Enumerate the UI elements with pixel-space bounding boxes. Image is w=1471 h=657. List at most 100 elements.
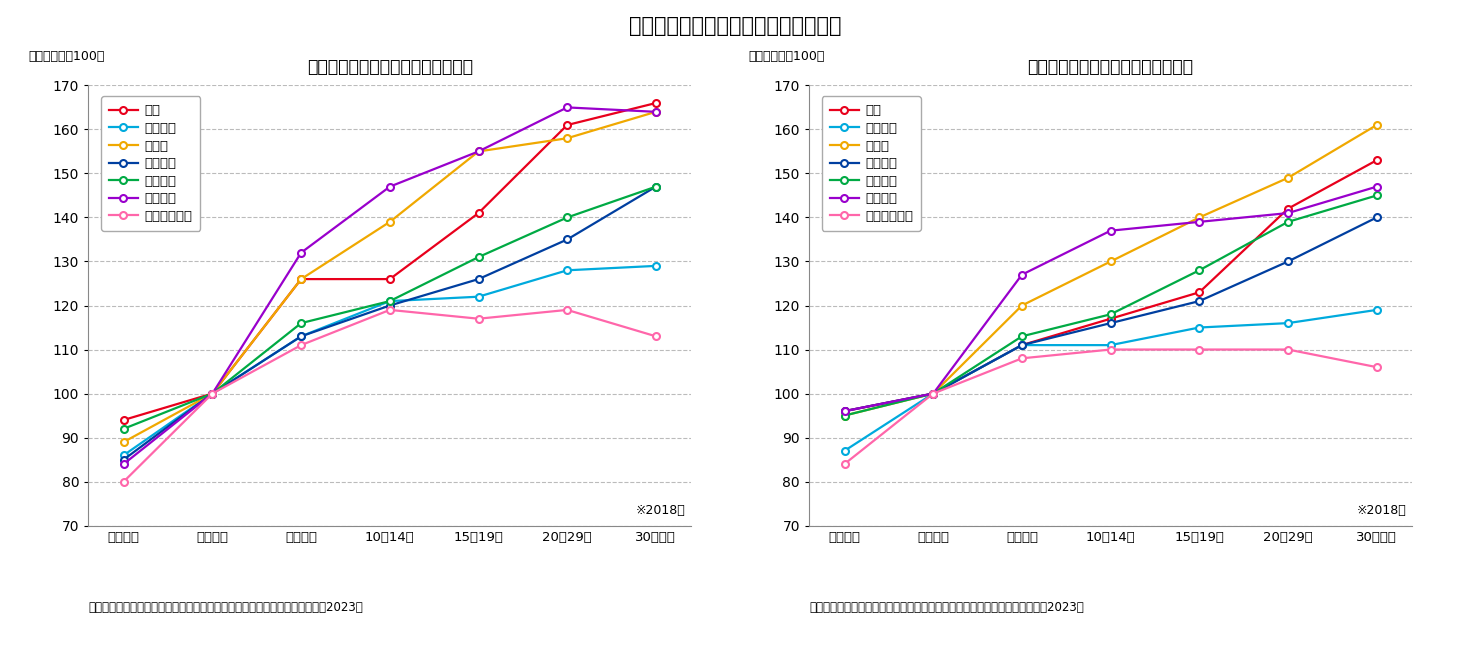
フランス (381, 302, 399, 309)
日本 (1014, 341, 1031, 349)
フランス (469, 275, 487, 283)
Line: ドイツ: ドイツ (841, 122, 1380, 419)
オランダ (559, 103, 577, 111)
ドイツ (1280, 174, 1297, 182)
スウェーデン (1368, 363, 1386, 371)
日本 (381, 275, 399, 283)
イギリス (293, 332, 310, 340)
ドイツ (836, 411, 853, 420)
イタリア (115, 425, 132, 433)
Line: オランダ: オランダ (841, 183, 1380, 415)
Line: スウェーデン: スウェーデン (841, 346, 1380, 467)
オランダ (115, 460, 132, 468)
イタリア (293, 319, 310, 327)
日本 (115, 416, 132, 424)
オランダ (293, 249, 310, 257)
日本 (293, 275, 310, 283)
Legend: 日本, イギリス, ドイツ, フランス, イタリア, オランダ, スウェーデン: 日本, イギリス, ドイツ, フランス, イタリア, オランダ, スウェーデン (822, 97, 921, 231)
イタリア (1280, 218, 1297, 226)
イギリス (924, 390, 941, 397)
ドイツ (469, 148, 487, 156)
イギリス (1280, 319, 1297, 327)
ドイツ (115, 438, 132, 446)
Title: 各国の勤続年数別賃金格差【女性】: 各国の勤続年数別賃金格差【女性】 (1028, 58, 1193, 76)
Line: イタリア: イタリア (841, 192, 1380, 419)
イギリス (469, 293, 487, 301)
フランス (203, 390, 221, 397)
Text: （資料）独立行政法人労働政策研究・研修機構「データブック国際労働比較2023」: （資料）独立行政法人労働政策研究・研修機構「データブック国際労働比較2023」 (88, 601, 363, 614)
オランダ (1190, 218, 1208, 226)
日本 (836, 407, 853, 415)
イギリス (647, 262, 665, 270)
ドイツ (1014, 302, 1031, 309)
Line: フランス: フランス (121, 183, 659, 463)
オランダ (1014, 271, 1031, 279)
日本 (469, 209, 487, 217)
Line: イタリア: イタリア (121, 183, 659, 432)
Line: ドイツ: ドイツ (121, 108, 659, 445)
ドイツ (1368, 121, 1386, 129)
Line: 日本: 日本 (121, 100, 659, 423)
ドイツ (203, 390, 221, 397)
イギリス (1102, 341, 1119, 349)
フランス (115, 456, 132, 464)
日本 (1280, 205, 1297, 213)
オランダ (836, 407, 853, 415)
オランダ (381, 183, 399, 191)
イギリス (1368, 306, 1386, 314)
イタリア (1190, 266, 1208, 274)
イタリア (1368, 192, 1386, 200)
フランス (1280, 258, 1297, 265)
ドイツ (924, 390, 941, 397)
オランダ (203, 390, 221, 397)
イギリス (115, 451, 132, 459)
イタリア (1102, 310, 1119, 318)
フランス (836, 407, 853, 415)
ドイツ (1102, 258, 1119, 265)
Line: 日本: 日本 (841, 157, 1380, 415)
スウェーデン (1280, 346, 1297, 353)
イタリア (924, 390, 941, 397)
フランス (1190, 297, 1208, 305)
Line: オランダ: オランダ (121, 104, 659, 467)
日本 (1102, 315, 1119, 323)
日本 (924, 390, 941, 397)
ドイツ (381, 218, 399, 226)
Text: （１～５年＝100）: （１～５年＝100） (28, 51, 104, 64)
スウェーデン (1014, 354, 1031, 362)
スウェーデン (836, 460, 853, 468)
スウェーデン (924, 390, 941, 397)
Text: （図表３）各国の勤続年数別賃金格差: （図表３）各国の勤続年数別賃金格差 (630, 16, 841, 36)
ドイツ (559, 134, 577, 142)
イギリス (1190, 324, 1208, 332)
スウェーデン (1102, 346, 1119, 353)
スウェーデン (115, 478, 132, 486)
Text: ※2018年: ※2018年 (1356, 504, 1406, 517)
オランダ (1102, 227, 1119, 235)
イタリア (469, 253, 487, 261)
日本 (203, 390, 221, 397)
スウェーデン (647, 332, 665, 340)
Text: ※2018年: ※2018年 (635, 504, 685, 517)
イタリア (836, 411, 853, 420)
日本 (1368, 156, 1386, 164)
フランス (559, 236, 577, 244)
イタリア (203, 390, 221, 397)
イギリス (203, 390, 221, 397)
Text: （１～５年＝100）: （１～５年＝100） (749, 51, 825, 64)
スウェーデン (469, 315, 487, 323)
フランス (1014, 341, 1031, 349)
Line: イギリス: イギリス (121, 262, 659, 459)
Line: イギリス: イギリス (841, 306, 1380, 454)
スウェーデン (381, 306, 399, 314)
ドイツ (293, 275, 310, 283)
Text: （資料）独立行政法人労働政策研究・研修機構「データブック国際労働比較2023」: （資料）独立行政法人労働政策研究・研修機構「データブック国際労働比較2023」 (809, 601, 1084, 614)
イタリア (647, 183, 665, 191)
スウェーデン (559, 306, 577, 314)
フランス (293, 332, 310, 340)
スウェーデン (1190, 346, 1208, 353)
スウェーデン (293, 341, 310, 349)
イタリア (559, 214, 577, 221)
日本 (559, 121, 577, 129)
オランダ (1368, 183, 1386, 191)
